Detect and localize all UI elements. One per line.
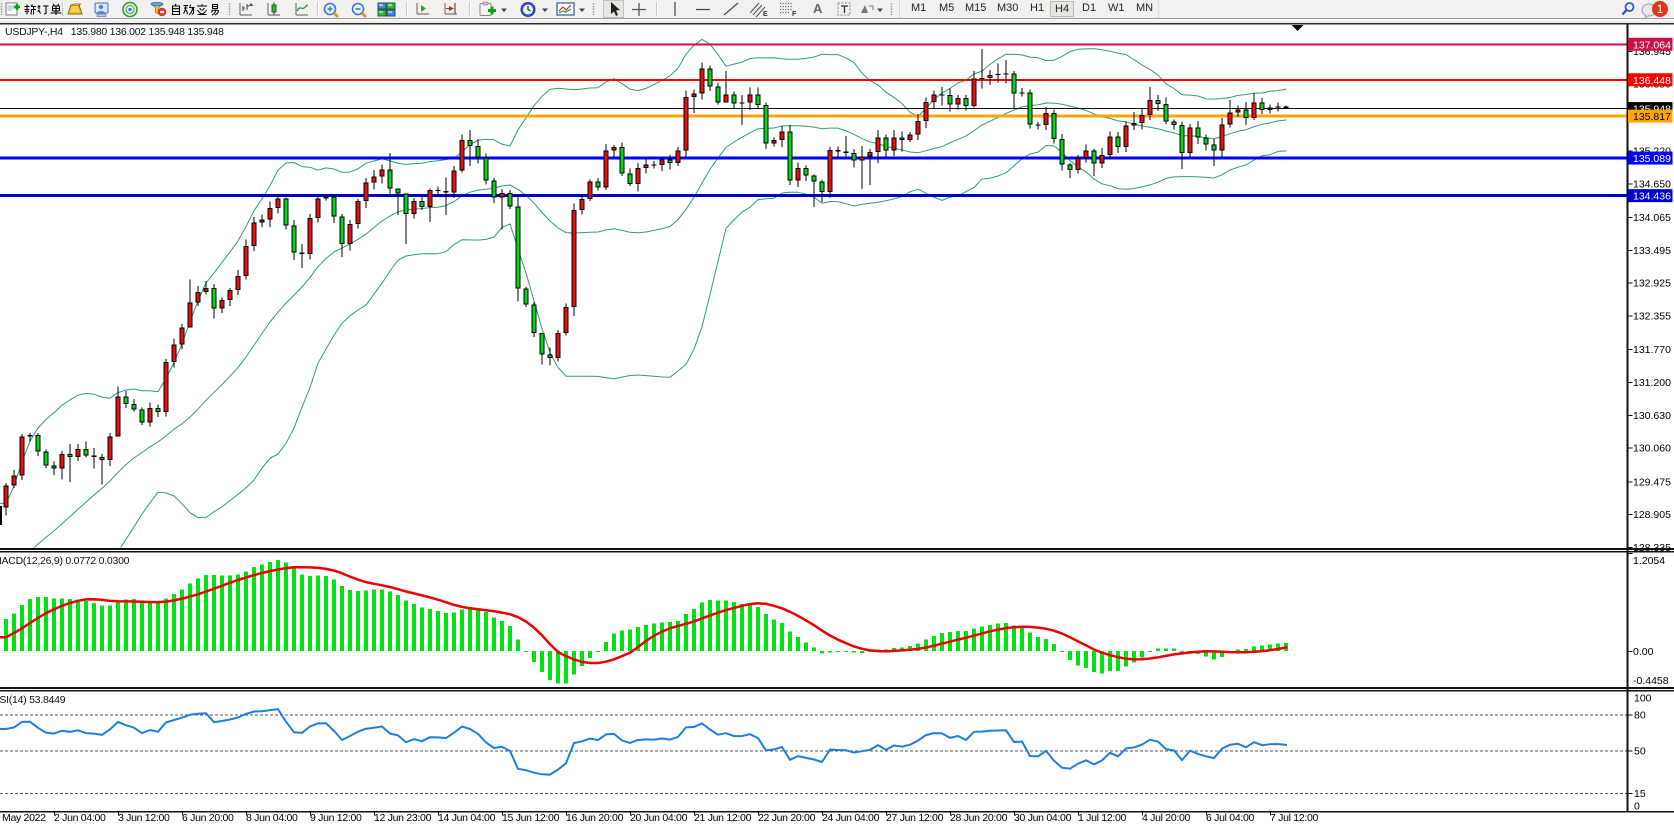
svg-text:USDJPY-,H4 135.980 136.002 1: USDJPY-,H4 135.980 136.002 135.948 135.9…: [5, 26, 224, 38]
svg-text:MACD(12,26,9) 0.0772 0.0300: MACD(12,26,9) 0.0772 0.0300: [0, 555, 130, 567]
svg-text:132.925: 132.925: [1633, 278, 1671, 290]
svg-text:3 Jun 12:00: 3 Jun 12:00: [118, 812, 170, 824]
svg-text:E: E: [763, 11, 768, 18]
svg-text:6 Jul 04:00: 6 Jul 04:00: [1206, 812, 1255, 824]
svg-text:24 Jun 04:00: 24 Jun 04:00: [822, 812, 880, 824]
svg-text:1: 1: [1657, 2, 1664, 16]
svg-text:-0.4458: -0.4458: [1633, 675, 1669, 687]
svg-text:0.00: 0.00: [1633, 646, 1654, 658]
svg-text:129.475: 129.475: [1633, 476, 1671, 488]
svg-text:30 Jun 04:00: 30 Jun 04:00: [1014, 812, 1072, 824]
svg-text:May 2022: May 2022: [2, 812, 46, 824]
svg-text:7 Jul 12:00: 7 Jul 12:00: [1270, 812, 1319, 824]
svg-text:131.770: 131.770: [1633, 344, 1671, 356]
svg-text:0: 0: [1634, 801, 1640, 813]
svg-text:132.355: 132.355: [1633, 310, 1671, 322]
svg-text:1.2054: 1.2054: [1633, 555, 1665, 567]
svg-text:135.817: 135.817: [1633, 111, 1671, 123]
svg-text:134.650: 134.650: [1633, 178, 1671, 190]
svg-text:16 Jun 20:00: 16 Jun 20:00: [566, 812, 624, 824]
svg-text:131.200: 131.200: [1633, 377, 1671, 389]
svg-text:134.065: 134.065: [1633, 212, 1671, 224]
svg-text:134.436: 134.436: [1633, 191, 1671, 203]
svg-text:133.495: 133.495: [1633, 245, 1671, 257]
svg-text:136.448: 136.448: [1633, 75, 1671, 87]
svg-text:2 Jun 04:00: 2 Jun 04:00: [54, 812, 106, 824]
svg-text:8 Jun 04:00: 8 Jun 04:00: [246, 812, 298, 824]
svg-text:100: 100: [1634, 693, 1652, 705]
svg-text:20 Jun 04:00: 20 Jun 04:00: [630, 812, 688, 824]
svg-text:128.335: 128.335: [1633, 542, 1671, 554]
svg-text:4 Jul 20:00: 4 Jul 20:00: [1142, 812, 1191, 824]
svg-text:130.060: 130.060: [1633, 443, 1671, 455]
svg-text:21 Jun 12:00: 21 Jun 12:00: [694, 812, 752, 824]
svg-text:27 Jun 12:00: 27 Jun 12:00: [886, 812, 944, 824]
svg-text:1 Jul 12:00: 1 Jul 12:00: [1078, 812, 1127, 824]
svg-text:22 Jun 20:00: 22 Jun 20:00: [758, 812, 816, 824]
svg-text:50: 50: [1634, 746, 1646, 758]
svg-text:6 Jun 20:00: 6 Jun 20:00: [182, 812, 234, 824]
svg-text:128.905: 128.905: [1633, 509, 1671, 521]
svg-text:130.630: 130.630: [1633, 410, 1671, 422]
svg-text:137.064: 137.064: [1633, 39, 1671, 51]
svg-text:15 Jun 12:00: 15 Jun 12:00: [502, 812, 560, 824]
svg-text:RSI(14) 53.8449: RSI(14) 53.8449: [0, 694, 66, 706]
svg-text:15: 15: [1634, 788, 1646, 800]
svg-text:135.089: 135.089: [1633, 153, 1671, 165]
svg-text:28 Jun 20:00: 28 Jun 20:00: [950, 812, 1008, 824]
svg-text:9 Jun 12:00: 9 Jun 12:00: [310, 812, 362, 824]
svg-text:80: 80: [1634, 710, 1646, 722]
svg-text:12 Jun 23:00: 12 Jun 23:00: [374, 812, 432, 824]
svg-text:14 Jun 04:00: 14 Jun 04:00: [438, 812, 496, 824]
svg-text:F: F: [792, 11, 797, 18]
